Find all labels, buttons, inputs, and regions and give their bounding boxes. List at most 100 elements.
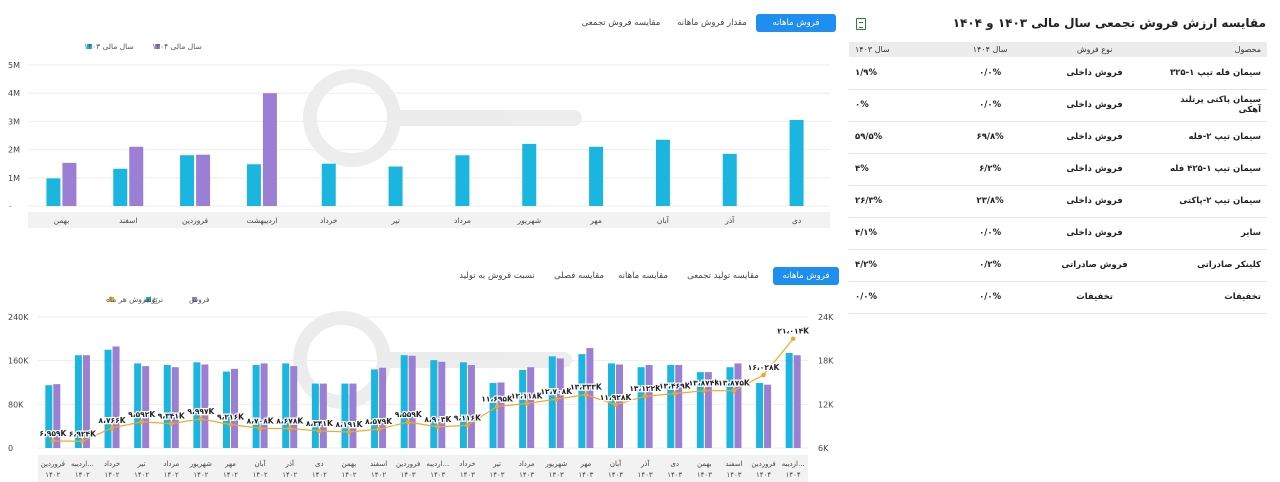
- x-tick-year: ۱۴۰۳: [519, 471, 534, 479]
- bar-production: [756, 383, 764, 448]
- y-right-tick-label: 12K: [818, 400, 834, 409]
- rate-point: [228, 422, 233, 427]
- header-1403: سال ۱۴۰۳: [849, 42, 944, 57]
- x-tick-year: ۱۴۰۳: [578, 471, 593, 479]
- bar-1403: [246, 164, 261, 206]
- rate-label: ۶،۹۲۴K: [69, 429, 97, 438]
- rate-label: ۱۳،۴۶۹K: [659, 382, 692, 391]
- rate-label: ۸،۱۹۱K: [335, 420, 363, 429]
- bar-sales: [497, 382, 505, 448]
- rate-label: ۱۳،۱۲۲K: [629, 384, 662, 393]
- x-tick-month: فروردین: [751, 460, 775, 468]
- bar-1403: [46, 178, 61, 206]
- x-tick-month: خرداد: [104, 460, 120, 468]
- cell-type: فروش داخلی: [1037, 153, 1153, 186]
- bar-sales: [201, 364, 209, 448]
- tab-4[interactable]: نسبت فروش به تولید: [459, 271, 535, 281]
- bar-sales: [142, 366, 150, 448]
- tab-2[interactable]: مقایسه ماهانه: [618, 271, 668, 281]
- table-row: سیمان تیپ ۲-پاکتی فروش داخلی ۲۳/۸% ۲۶/۳%: [849, 185, 1267, 218]
- bar-1404: [196, 154, 211, 206]
- bar-production: [667, 365, 675, 448]
- rate-point: [435, 424, 441, 430]
- cell-product: سیمان تیپ ۲-پاکتی: [1152, 185, 1267, 218]
- cell-1404: ۰/۰%: [943, 281, 1038, 314]
- bar-sales: [82, 355, 90, 448]
- bar-sales: [112, 346, 120, 448]
- x-tick-year: ۱۴۰۲: [312, 471, 327, 479]
- rate-point: [109, 425, 115, 431]
- cell-1403: ۴/۱%: [849, 217, 944, 250]
- legend-swatch: [192, 297, 197, 302]
- legend-swatch: [87, 44, 92, 49]
- rate-point: [346, 429, 352, 435]
- x-tick-month: آبان: [610, 459, 622, 468]
- rate-label: ۹،۲۱۶K: [217, 413, 245, 422]
- rate-label: ۱۱،۹۲۸K: [600, 393, 633, 402]
- x-tick-month: مهر: [224, 460, 236, 468]
- x-tick-month: مرداد: [519, 460, 535, 468]
- bar-production: [282, 363, 290, 448]
- bar-sales: [231, 368, 238, 448]
- bar-production: [134, 363, 142, 448]
- bar-production: [459, 362, 467, 448]
- bar-1403: [321, 163, 336, 206]
- rate-point: [50, 438, 56, 444]
- table-row: سایر فروش داخلی ۰/۰% ۴/۱%: [849, 217, 1267, 250]
- x-tick-month: اردیبه...: [782, 460, 805, 468]
- tab-2[interactable]: مقایسه فروش تجمعی: [581, 18, 661, 28]
- rate-label: ۱۲،۷۰۸K: [540, 387, 573, 396]
- x-tick-month: اردیبه...: [71, 460, 94, 468]
- bar-sales: [319, 383, 327, 448]
- rate-point: [554, 396, 559, 402]
- x-tick-month: خرداد: [459, 460, 475, 468]
- x-tick-label: آبان: [657, 215, 670, 225]
- bar-1403: [589, 146, 604, 206]
- tab-3[interactable]: مقایسه فصلی: [554, 271, 604, 281]
- tab-0[interactable]: فروش ماهانه: [756, 14, 836, 32]
- rate-label: ۱۳،۸۷۴K: [689, 379, 722, 388]
- rate-label: ۱۱،۶۹۵K: [481, 395, 514, 404]
- excel-export-icon[interactable]: [856, 18, 866, 30]
- bar-sales: [408, 355, 416, 448]
- tab-1[interactable]: مقایسه تولید تجمعی: [687, 271, 759, 281]
- x-tick-year: ۱۴۰۳: [697, 471, 712, 479]
- sales-share-table: محصول نوع فروش سال ۱۴۰۴ سال ۱۴۰۳ سیمان ف…: [849, 42, 1267, 314]
- rate-point: [524, 401, 529, 406]
- bar-production: [430, 360, 438, 448]
- x-tick-label: شهریور: [517, 216, 541, 225]
- bar-sales: [379, 367, 387, 448]
- cell-product: سیمان تیپ ۲-فله: [1152, 121, 1267, 154]
- bar-sales: [556, 358, 564, 448]
- cell-type: فروش داخلی: [1037, 217, 1153, 250]
- rate-label: ۹،۳۴۱K: [158, 412, 186, 421]
- tab-0[interactable]: فروش ماهانه: [773, 267, 839, 285]
- x-tick-label: آذر: [724, 215, 735, 225]
- rate-point: [169, 421, 174, 426]
- x-tick-year: ۱۴۰۳: [726, 471, 741, 479]
- bar-production: [489, 383, 497, 448]
- rate-label: ۲۱،۰۱۴K: [777, 327, 810, 336]
- bar-1403: [722, 153, 737, 206]
- x-tick-month: اردیبه...: [426, 460, 449, 468]
- x-tick-year: ۱۴۰۲: [253, 471, 268, 479]
- bar-production: [223, 371, 230, 448]
- cell-product: سایر: [1152, 217, 1267, 250]
- table-title: مقایسه ارزش فروش تجمعی سال مالی ۱۴۰۳ و ۱…: [952, 16, 1266, 30]
- rate-point: [731, 388, 737, 393]
- rate-label: ۸،۷۰۸K: [247, 416, 275, 425]
- table-row: کلینکر صادراتی فروش صادراتی ۰/۲% ۴/۲%: [849, 249, 1267, 282]
- cell-1404: ۰/۰%: [943, 89, 1038, 122]
- bar-production: [578, 354, 586, 448]
- header-type: نوع فروش: [1037, 42, 1153, 57]
- y-tick-label: 4M: [8, 89, 20, 98]
- x-tick-year: ۱۴۰۲: [105, 471, 120, 479]
- bar-sales: [53, 384, 61, 448]
- tab-1[interactable]: مقدار فروش ماهانه: [677, 18, 747, 28]
- rate-point: [790, 336, 796, 341]
- x-tick-month: فروردین: [41, 460, 65, 468]
- x-tick-year: ۱۴۰۳: [460, 471, 475, 479]
- bar-production: [785, 353, 793, 448]
- x-tick-year: ۱۴۰۲: [75, 471, 90, 479]
- x-tick-month: شهریور: [544, 460, 567, 468]
